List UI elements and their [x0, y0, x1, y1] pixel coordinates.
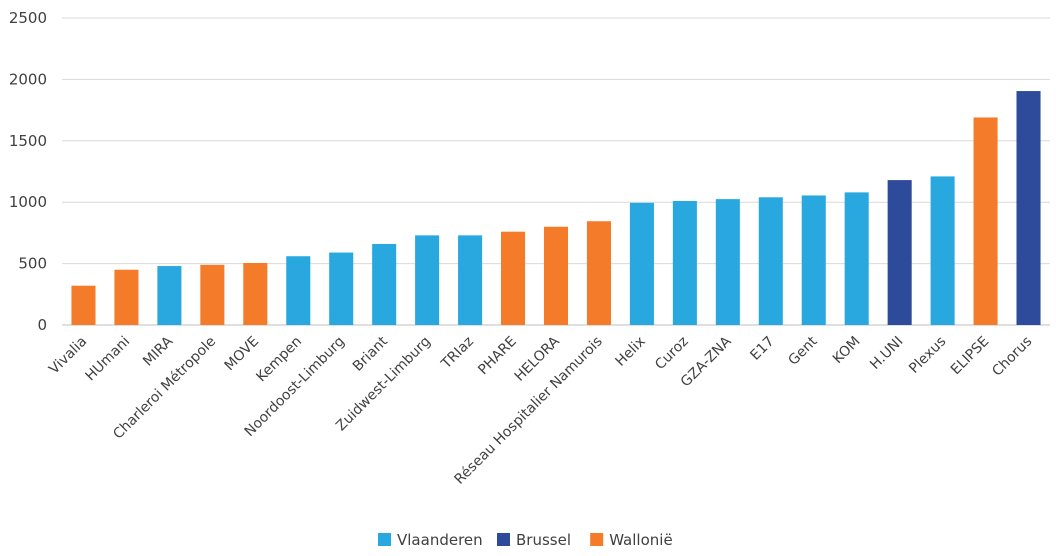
bar: [672, 200, 697, 325]
y-tick-label: 1000: [9, 193, 47, 211]
bars: [71, 91, 1041, 325]
bar: [114, 269, 139, 325]
bar: [329, 252, 354, 325]
y-tick-label: 2500: [9, 9, 47, 27]
x-tick-label: Plexus: [906, 334, 949, 377]
x-tick-label: KOM: [830, 334, 864, 368]
bar: [1016, 91, 1041, 325]
bar: [715, 199, 740, 325]
x-tick-label: TRIaz: [438, 334, 477, 373]
x-tick-label: Helix: [613, 334, 649, 370]
bar: [243, 262, 268, 325]
y-tick-label: 2000: [9, 70, 47, 88]
bar: [801, 195, 826, 325]
legend-swatch: [497, 533, 510, 546]
x-tick-label: HUmani: [83, 334, 134, 385]
bar: [758, 197, 783, 325]
bar: [887, 180, 912, 325]
bar: [973, 117, 998, 325]
x-tick-label: Chorus: [989, 334, 1035, 380]
legend-swatch: [590, 533, 604, 546]
legend: Vlaanderen Brussel Wallonië: [378, 531, 673, 549]
bar: [458, 235, 483, 325]
bar: [629, 202, 654, 325]
x-tick-label: Briant: [350, 333, 392, 375]
bar: [286, 256, 311, 325]
y-tick-label: 0: [37, 316, 47, 334]
bar: [930, 176, 955, 325]
x-tick-label: Gent: [785, 333, 821, 369]
y-tick-label: 500: [18, 255, 47, 273]
x-tick-label: H.UNI: [867, 334, 906, 373]
bar: [586, 221, 611, 325]
x-tick-label: MIRA: [140, 333, 176, 369]
x-tick-label: ELIPSE: [948, 334, 993, 379]
legend-label: Vlaanderen: [397, 531, 483, 549]
bar: [543, 226, 569, 325]
bar: [71, 285, 96, 325]
legend-swatch: [378, 533, 391, 546]
bar: [372, 243, 397, 325]
x-tick-label: Curoz: [652, 334, 692, 374]
x-tick-label: E17: [747, 334, 777, 364]
x-tick-label: MOVE: [222, 334, 263, 375]
y-tick-label: 1500: [9, 132, 47, 150]
legend-label: Wallonië: [609, 531, 672, 549]
bar: [844, 192, 869, 325]
gridlines: [62, 17, 1050, 326]
bar: [501, 231, 526, 325]
y-axis-tick-labels: 0 500 1000 1500 2000 2500: [9, 9, 47, 334]
bar: [200, 264, 225, 325]
bar: [157, 266, 182, 325]
legend-label: Brussel: [516, 531, 571, 549]
bar: [415, 235, 440, 325]
